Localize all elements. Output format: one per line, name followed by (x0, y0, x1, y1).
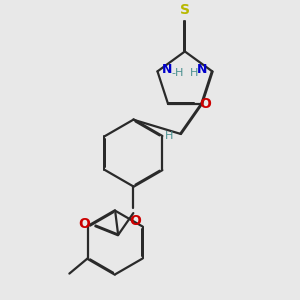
Text: H: H (190, 68, 199, 78)
Text: N: N (162, 63, 172, 76)
Text: -H: -H (171, 68, 184, 78)
Text: O: O (78, 217, 90, 231)
Text: S: S (180, 3, 190, 16)
Text: H: H (165, 131, 173, 141)
Text: N: N (197, 63, 208, 76)
Text: O: O (129, 214, 141, 228)
Text: O: O (199, 97, 211, 111)
